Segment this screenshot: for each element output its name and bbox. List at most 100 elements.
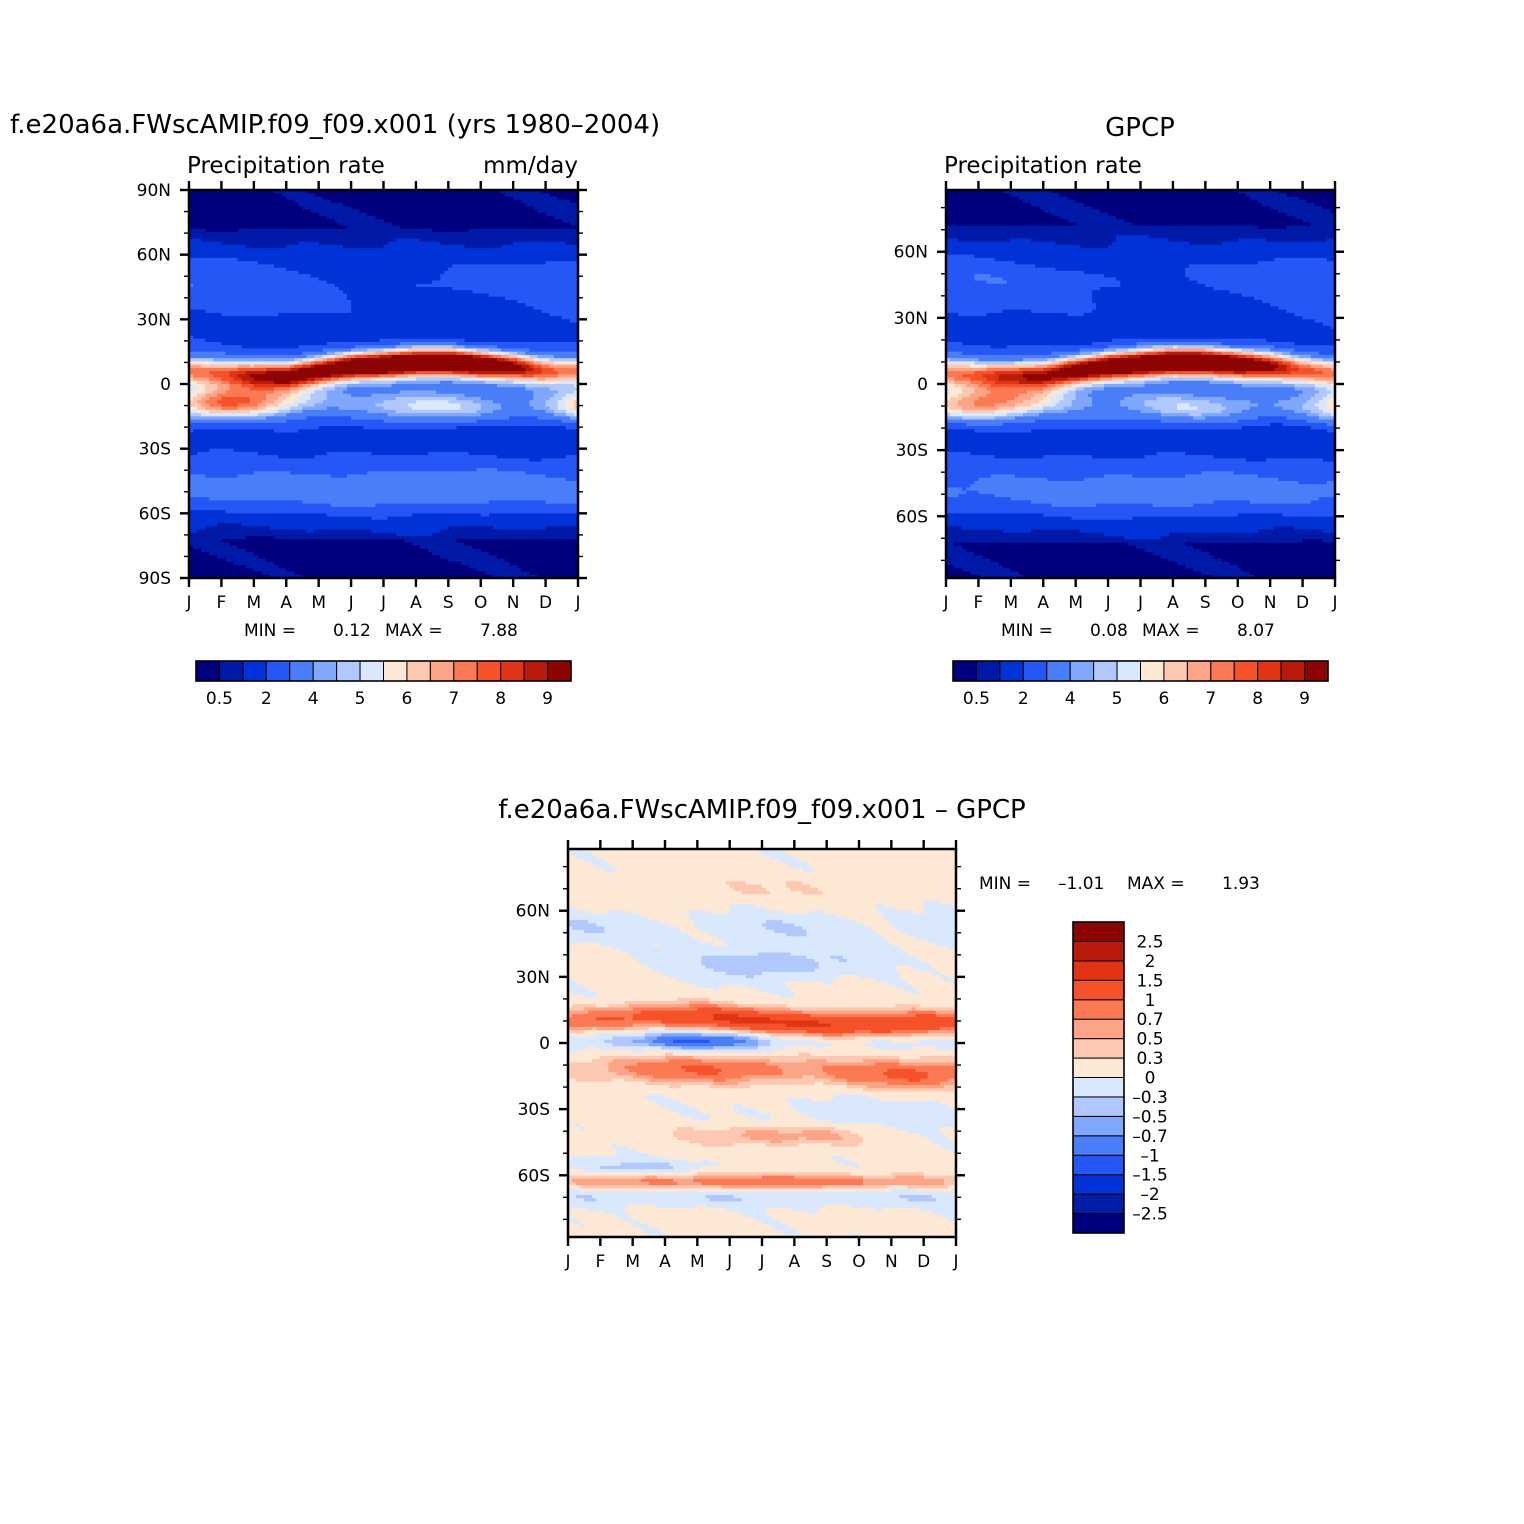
- diff-field-cell: [632, 1224, 650, 1228]
- diff-field-cell: [576, 1217, 622, 1222]
- gpcp-field-cell: [946, 228, 1335, 233]
- model-field-cell: [541, 371, 559, 375]
- model-field-cell: [371, 529, 441, 534]
- gpcp-field-cell: [1302, 403, 1316, 408]
- diff-field-cell: [568, 929, 585, 934]
- diff-field-cell: [939, 1026, 956, 1031]
- diff-field-cell: [757, 1039, 771, 1044]
- gpcp-field-cell: [970, 571, 1020, 576]
- model-field-cell: [468, 565, 518, 569]
- model-field-cell: [509, 358, 518, 362]
- model-field-cell: [342, 244, 385, 249]
- diff-field-cell: [616, 1149, 638, 1154]
- model-field-cell: [189, 190, 275, 194]
- model-field-cell: [306, 387, 316, 392]
- model-field-cell: [359, 209, 539, 214]
- x-tick-label: N: [1264, 593, 1277, 613]
- diff-field-cell: [790, 1207, 820, 1212]
- colorbar-label: 2: [261, 689, 272, 709]
- diff-field-cell: [757, 849, 783, 853]
- model-field-cell: [428, 548, 482, 553]
- gpcp-field-cell: [1176, 561, 1231, 566]
- colorbar-swatch: [336, 660, 361, 682]
- model-field-cell: [338, 406, 385, 411]
- model-field-cell: [505, 193, 551, 198]
- diff-field-cell: [612, 865, 791, 869]
- model-field-cell: [205, 406, 223, 411]
- model-field-cell: [189, 277, 320, 282]
- gpcp-field-cell: [1128, 374, 1146, 379]
- gpcp-field-cell: [1002, 422, 1271, 427]
- diff-field-cell: [753, 1217, 775, 1222]
- diff-field-cell: [701, 1030, 739, 1034]
- x-tick-label: J: [1137, 593, 1143, 613]
- model-field-cell: [306, 354, 316, 359]
- model-field-cell: [488, 552, 578, 556]
- diff-field-cell: [701, 1159, 711, 1164]
- y-tick-label: 60N: [137, 246, 171, 266]
- model-field-cell: [334, 219, 385, 223]
- model-field-cell: [375, 403, 409, 408]
- gpcp-field-cell: [946, 367, 988, 372]
- gpcp-field-cell: [1302, 316, 1335, 320]
- diff-field-cell: [733, 1043, 759, 1047]
- model-field-cell: [189, 206, 304, 210]
- gpcp-field-cell: [1067, 377, 1081, 382]
- model-field-cell: [529, 354, 539, 359]
- diff-field-cell: [628, 1146, 945, 1151]
- model-field-cell: [306, 190, 502, 194]
- gpcp-field-cell: [1051, 390, 1061, 395]
- model-field-cell: [306, 416, 352, 421]
- model-field-cell: [209, 448, 235, 453]
- gpcp-field-cell: [962, 406, 1000, 411]
- model-field-cell: [253, 384, 291, 388]
- colorbar-label: 6: [402, 689, 413, 709]
- model-field-cell: [189, 445, 578, 450]
- gpcp-field-cell: [970, 364, 988, 369]
- model-field-cell: [480, 403, 502, 408]
- diff-field-cell: [701, 939, 723, 944]
- diff-field-cell: [568, 936, 694, 941]
- model-field-cell: [189, 228, 206, 233]
- gpcp-field-cell: [1067, 312, 1085, 317]
- gpcp-field-cell: [1047, 384, 1056, 388]
- model-field-cell: [330, 474, 348, 479]
- model-field-cell: [460, 403, 482, 408]
- colorbar-label: 1.5: [1136, 971, 1163, 991]
- gpcp-field-cell: [946, 468, 1335, 472]
- gpcp-field-cell: [1160, 409, 1223, 414]
- model-field-cell: [205, 474, 239, 479]
- gpcp-field-cell: [1294, 526, 1335, 531]
- diff-field-cell: [660, 1104, 690, 1109]
- model-field-cell: [464, 345, 498, 350]
- x-tick-label: A: [280, 593, 292, 613]
- model-field-cell: [302, 206, 352, 210]
- gpcp-field-cell: [966, 548, 1146, 553]
- gpcp-field-cell: [1274, 351, 1283, 356]
- gpcp-field-cell: [1132, 222, 1312, 227]
- gpcp-field-cell: [1087, 393, 1133, 398]
- diff-field-cell: [766, 991, 795, 996]
- gpcp-field-cell: [1176, 374, 1219, 379]
- diff-field-cell: [895, 1004, 921, 1009]
- diff-field-cell: [822, 1033, 844, 1038]
- model-field-cell: [480, 513, 490, 518]
- model-field-cell: [501, 190, 543, 194]
- diff-field-cell: [842, 1162, 860, 1167]
- diff-field-cell: [830, 1078, 848, 1083]
- gpcp-field-cell: [1302, 390, 1320, 395]
- diff-field-cell: [632, 1217, 755, 1222]
- diff-field-cell: [568, 1130, 674, 1135]
- diff-field-cell: [830, 1097, 880, 1102]
- gpcp-field-cell: [1164, 371, 1215, 375]
- model-field-cell: [286, 196, 324, 201]
- model-field-cell: [549, 387, 578, 392]
- diff-field-cell: [927, 1075, 956, 1080]
- gpcp-field-cell: [946, 548, 967, 553]
- model-field-cell: [189, 306, 352, 311]
- diff-field-cell: [572, 1120, 832, 1125]
- diff-field-cell: [568, 1194, 577, 1199]
- model-field-cell: [193, 429, 275, 434]
- gpcp-field-cell: [946, 341, 963, 346]
- model-field-cell: [189, 468, 478, 472]
